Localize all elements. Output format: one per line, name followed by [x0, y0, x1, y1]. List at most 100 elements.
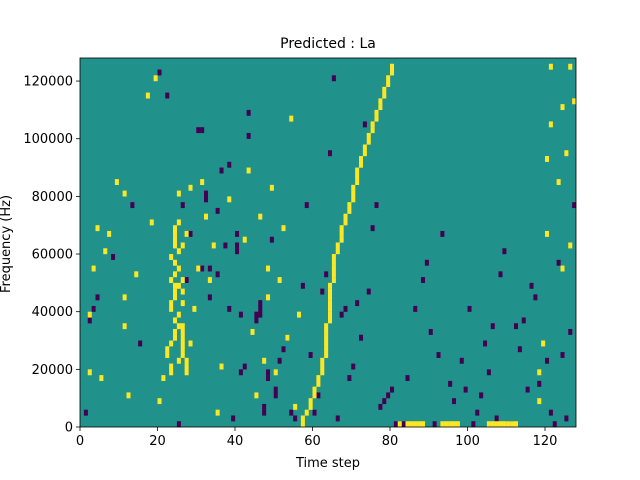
heatmap-cell-low — [87, 317, 92, 324]
heatmap-cell-high — [254, 392, 259, 399]
heatmap-cell-low — [320, 288, 325, 295]
heatmap-cell-high — [184, 369, 189, 376]
heatmap-cell-low — [262, 403, 267, 410]
heatmap-cell-high — [320, 357, 325, 364]
heatmap-cell-high — [448, 421, 453, 428]
heatmap-cell-high — [173, 288, 178, 295]
heatmap-cell-high — [173, 236, 178, 243]
heatmap-cell-low — [529, 282, 534, 289]
heatmap-cell-low — [355, 300, 360, 307]
heatmap-cell-high — [370, 121, 375, 128]
heatmap-cell-high — [176, 265, 181, 272]
heatmap-cell-low — [572, 202, 577, 209]
heatmap-cell-high — [343, 213, 348, 220]
heatmap-cell-high — [250, 328, 255, 335]
heatmap-cell-high — [568, 63, 573, 70]
heatmap-cell-high — [122, 190, 127, 197]
heatmap-cell-high — [382, 92, 387, 99]
heatmap-cell-low — [366, 288, 371, 295]
x-tick-label: 20 — [149, 434, 166, 449]
heatmap-cell-high — [103, 248, 108, 255]
heatmap-cell-high — [343, 219, 348, 226]
x-tick-label: 100 — [455, 434, 480, 449]
heatmap-cell-high — [537, 369, 542, 376]
heatmap-cell-high — [176, 219, 181, 226]
heatmap-cell-high — [362, 150, 367, 157]
heatmap-cell-low — [258, 300, 263, 307]
heatmap-cell-low — [382, 398, 387, 405]
heatmap-cell-low — [370, 225, 375, 232]
heatmap-cells — [83, 63, 577, 428]
heatmap-cell-high — [169, 277, 174, 284]
heatmap-cell-low — [204, 190, 209, 197]
heatmap-cell-low — [289, 409, 294, 416]
heatmap-cell-low — [494, 415, 499, 422]
heatmap-cell-high — [176, 190, 181, 197]
heatmap-cell-low — [266, 369, 271, 376]
heatmap-cell-low — [235, 248, 240, 255]
heatmap-cell-low — [452, 398, 457, 405]
heatmap-cell-low — [273, 386, 278, 393]
heatmap-cell-low — [258, 305, 263, 312]
heatmap-cell-high — [455, 421, 460, 428]
heatmap-cell-high — [347, 207, 352, 214]
heatmap-cell-high — [204, 213, 209, 220]
heatmap-cell-high — [289, 115, 294, 122]
heatmap-cell-low — [545, 357, 550, 364]
heatmap-cell-high — [169, 363, 174, 370]
heatmap-cell-low — [91, 305, 96, 312]
x-axis-ticks: 0 20 40 60 80 100 120 — [76, 427, 557, 449]
heatmap-cell-high — [180, 346, 185, 353]
heatmap-cell-low — [266, 375, 271, 382]
heatmap-cell-high — [173, 317, 178, 324]
heatmap-cell-high — [386, 75, 391, 82]
heatmap-cell-high — [184, 230, 189, 237]
heatmap-cell-high — [355, 179, 360, 185]
heatmap-cell-high — [331, 265, 336, 272]
heatmap-cell-high — [328, 305, 333, 312]
heatmap-cell-low — [517, 346, 522, 353]
heatmap-cell-high — [366, 132, 371, 139]
heatmap-cell-low — [207, 265, 212, 272]
heatmap-cell-low — [331, 75, 336, 82]
heatmap-cell-low — [401, 421, 406, 428]
heatmap-cell-high — [300, 415, 305, 422]
heatmap-cell-high — [324, 334, 329, 341]
heatmap-cell-high — [537, 398, 542, 405]
heatmap-cell-low — [235, 242, 240, 249]
heatmap-cell-high — [324, 352, 329, 358]
heatmap-cell-low — [440, 230, 445, 237]
heatmap-cell-high — [556, 179, 561, 185]
heatmap-cell-low — [552, 421, 557, 428]
heatmap-cell-low — [188, 230, 193, 237]
heatmap-cell-high — [331, 254, 336, 260]
heatmap-cell-high — [541, 340, 546, 347]
heatmap-cell-high — [91, 265, 96, 272]
y-tick-label: 20000 — [32, 363, 73, 378]
heatmap-cell-high — [266, 294, 271, 301]
heatmap-cell-high — [386, 81, 391, 87]
heatmap-cell-high — [382, 86, 387, 93]
heatmap-cell-high — [308, 398, 313, 405]
heatmap-cell-high — [211, 242, 216, 249]
heatmap-cell-low — [324, 271, 329, 278]
heatmap-cell-low — [339, 311, 344, 318]
heatmap-cell-low — [111, 254, 116, 260]
heatmap-cell-low — [393, 421, 398, 428]
plot-area — [79, 57, 577, 428]
heatmap-cell-low — [254, 311, 259, 318]
heatmap-cell-low — [204, 196, 209, 203]
heatmap-cell-high — [378, 104, 383, 111]
heatmap-cell-high — [366, 138, 371, 145]
heatmap-cell-high — [490, 421, 495, 428]
heatmap-cell-high — [169, 340, 174, 347]
heatmap-cell-high — [320, 369, 325, 376]
heatmap-cell-low — [568, 328, 573, 335]
x-tick-label: 0 — [76, 434, 84, 449]
heatmap-cell-low — [328, 150, 333, 157]
y-tick-label: 0 — [65, 421, 73, 436]
heatmap-cell-high — [180, 288, 185, 295]
heatmap-cell-high — [149, 219, 154, 226]
heatmap-cell-high — [176, 323, 181, 330]
heatmap-cell-low — [560, 352, 565, 358]
